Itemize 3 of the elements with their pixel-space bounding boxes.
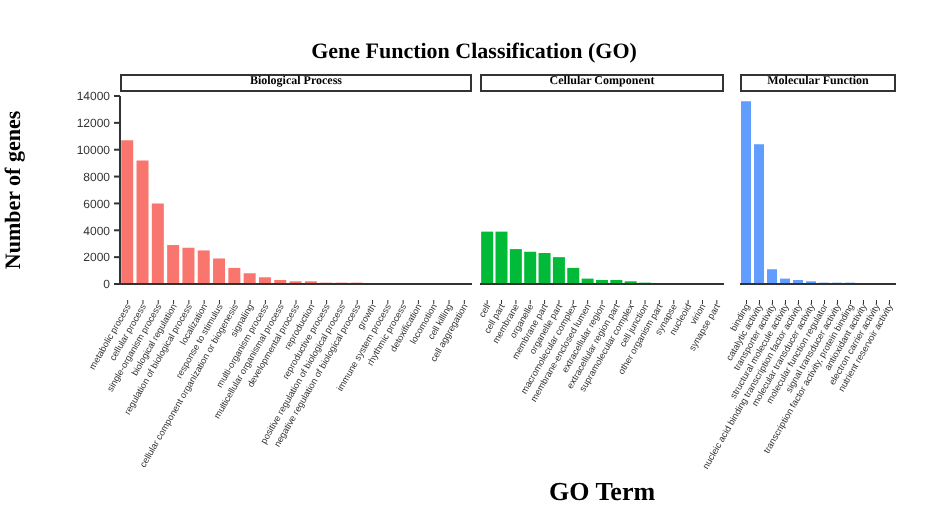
text: Gene Function Classification (GO) bbox=[309, 40, 639, 64]
y-axis-title: Number of genes bbox=[1, 109, 26, 270]
x-axis-title: GO Term bbox=[546, 476, 658, 508]
